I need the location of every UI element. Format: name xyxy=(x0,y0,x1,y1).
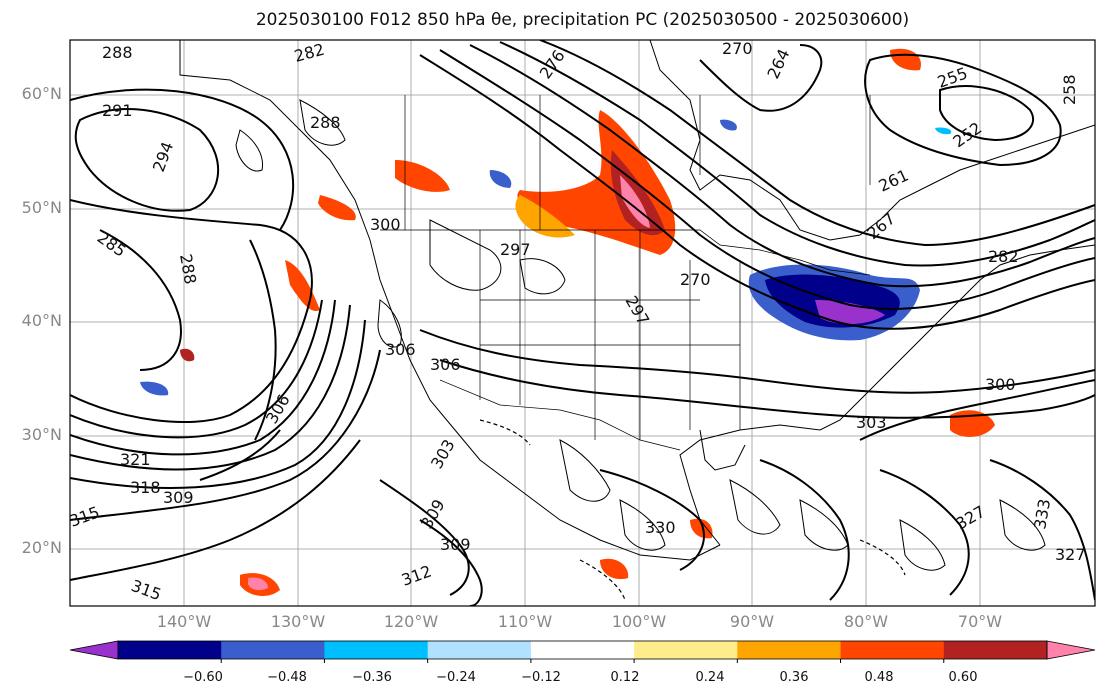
contour-label: 300 xyxy=(370,215,401,234)
contour-label: 297 xyxy=(500,240,531,259)
colorbar-tick-label: −0.60 xyxy=(183,670,223,685)
colorbar-tick-label: −0.24 xyxy=(436,670,476,685)
colorbar xyxy=(69,640,1096,663)
lat-label: 50°N xyxy=(21,198,62,217)
contour-label: 303 xyxy=(856,413,887,432)
colorbar-segment xyxy=(530,641,635,659)
colorbar-segment xyxy=(324,641,429,659)
political-borders xyxy=(380,95,871,451)
figure-title: 2025030100 F012 850 hPa θe, precipitatio… xyxy=(255,10,910,30)
colorbar-segment xyxy=(118,641,222,659)
contour-label: 300 xyxy=(985,375,1016,394)
lon-label: 100°W xyxy=(611,612,667,631)
contour-label: 306 xyxy=(430,355,461,374)
coastlines xyxy=(179,40,1095,561)
theta-e-fine-contours xyxy=(235,99,1046,571)
colorbar-tick-label: 0.48 xyxy=(864,670,894,685)
contour-label: 309 xyxy=(163,488,194,507)
colorbar-tick-label: −0.48 xyxy=(267,670,307,685)
lat-label: 40°N xyxy=(21,311,62,330)
theta-e-contours xyxy=(70,40,1095,606)
contour-label: 318 xyxy=(130,478,161,497)
colorbar-segment xyxy=(737,641,842,659)
lat-label: 30°N xyxy=(21,425,62,444)
colorbar-frame xyxy=(117,640,1048,660)
map-frame xyxy=(69,39,1096,607)
lon-label: 110°W xyxy=(497,612,553,631)
contour-label: 288 xyxy=(310,113,341,132)
colorbar-segment xyxy=(221,641,325,659)
contour-label: 288 xyxy=(102,43,133,62)
lat-label: 20°N xyxy=(21,538,62,557)
contour-label: 270 xyxy=(680,270,711,289)
contour-label: 291 xyxy=(102,101,133,120)
graticule xyxy=(70,40,1095,606)
contour-label: 282 xyxy=(988,247,1019,266)
map-background xyxy=(70,40,1095,606)
colorbar-tick-label: 0.12 xyxy=(610,670,640,685)
colorbar-segment xyxy=(634,641,738,659)
colorbar-segment xyxy=(943,641,1048,659)
lon-label: 120°W xyxy=(383,612,439,631)
lon-label: 70°W xyxy=(957,612,1003,631)
colorbar-extend-high xyxy=(1046,640,1096,660)
colorbar-segment xyxy=(840,641,945,659)
lon-label: 140°W xyxy=(156,612,212,631)
lon-label: 130°W xyxy=(270,612,326,631)
colorbar-tick-label: −0.36 xyxy=(352,670,392,685)
contour-label: 327 xyxy=(1055,545,1086,564)
colorbar-tick-label: 0.60 xyxy=(948,670,978,685)
colorbar-tick-label: 0.24 xyxy=(695,670,725,685)
lon-label: 90°W xyxy=(729,612,775,631)
colorbar-tick-label: −0.12 xyxy=(521,670,561,685)
contour-label: 321 xyxy=(120,450,151,469)
contour-label: 258 xyxy=(1060,74,1079,105)
lon-label: 80°W xyxy=(843,612,889,631)
colorbar-extend-low xyxy=(69,640,119,660)
lat-label: 60°N xyxy=(21,84,62,103)
contour-label: 309 xyxy=(440,535,471,554)
contour-label: 330 xyxy=(645,518,676,537)
contour-label: 306 xyxy=(385,340,416,359)
colorbar-tick-label: 0.36 xyxy=(779,670,809,685)
colorbar-segment xyxy=(427,641,532,659)
contour-label: 270 xyxy=(722,39,753,58)
theta-e-dashed-contours xyxy=(479,419,906,601)
